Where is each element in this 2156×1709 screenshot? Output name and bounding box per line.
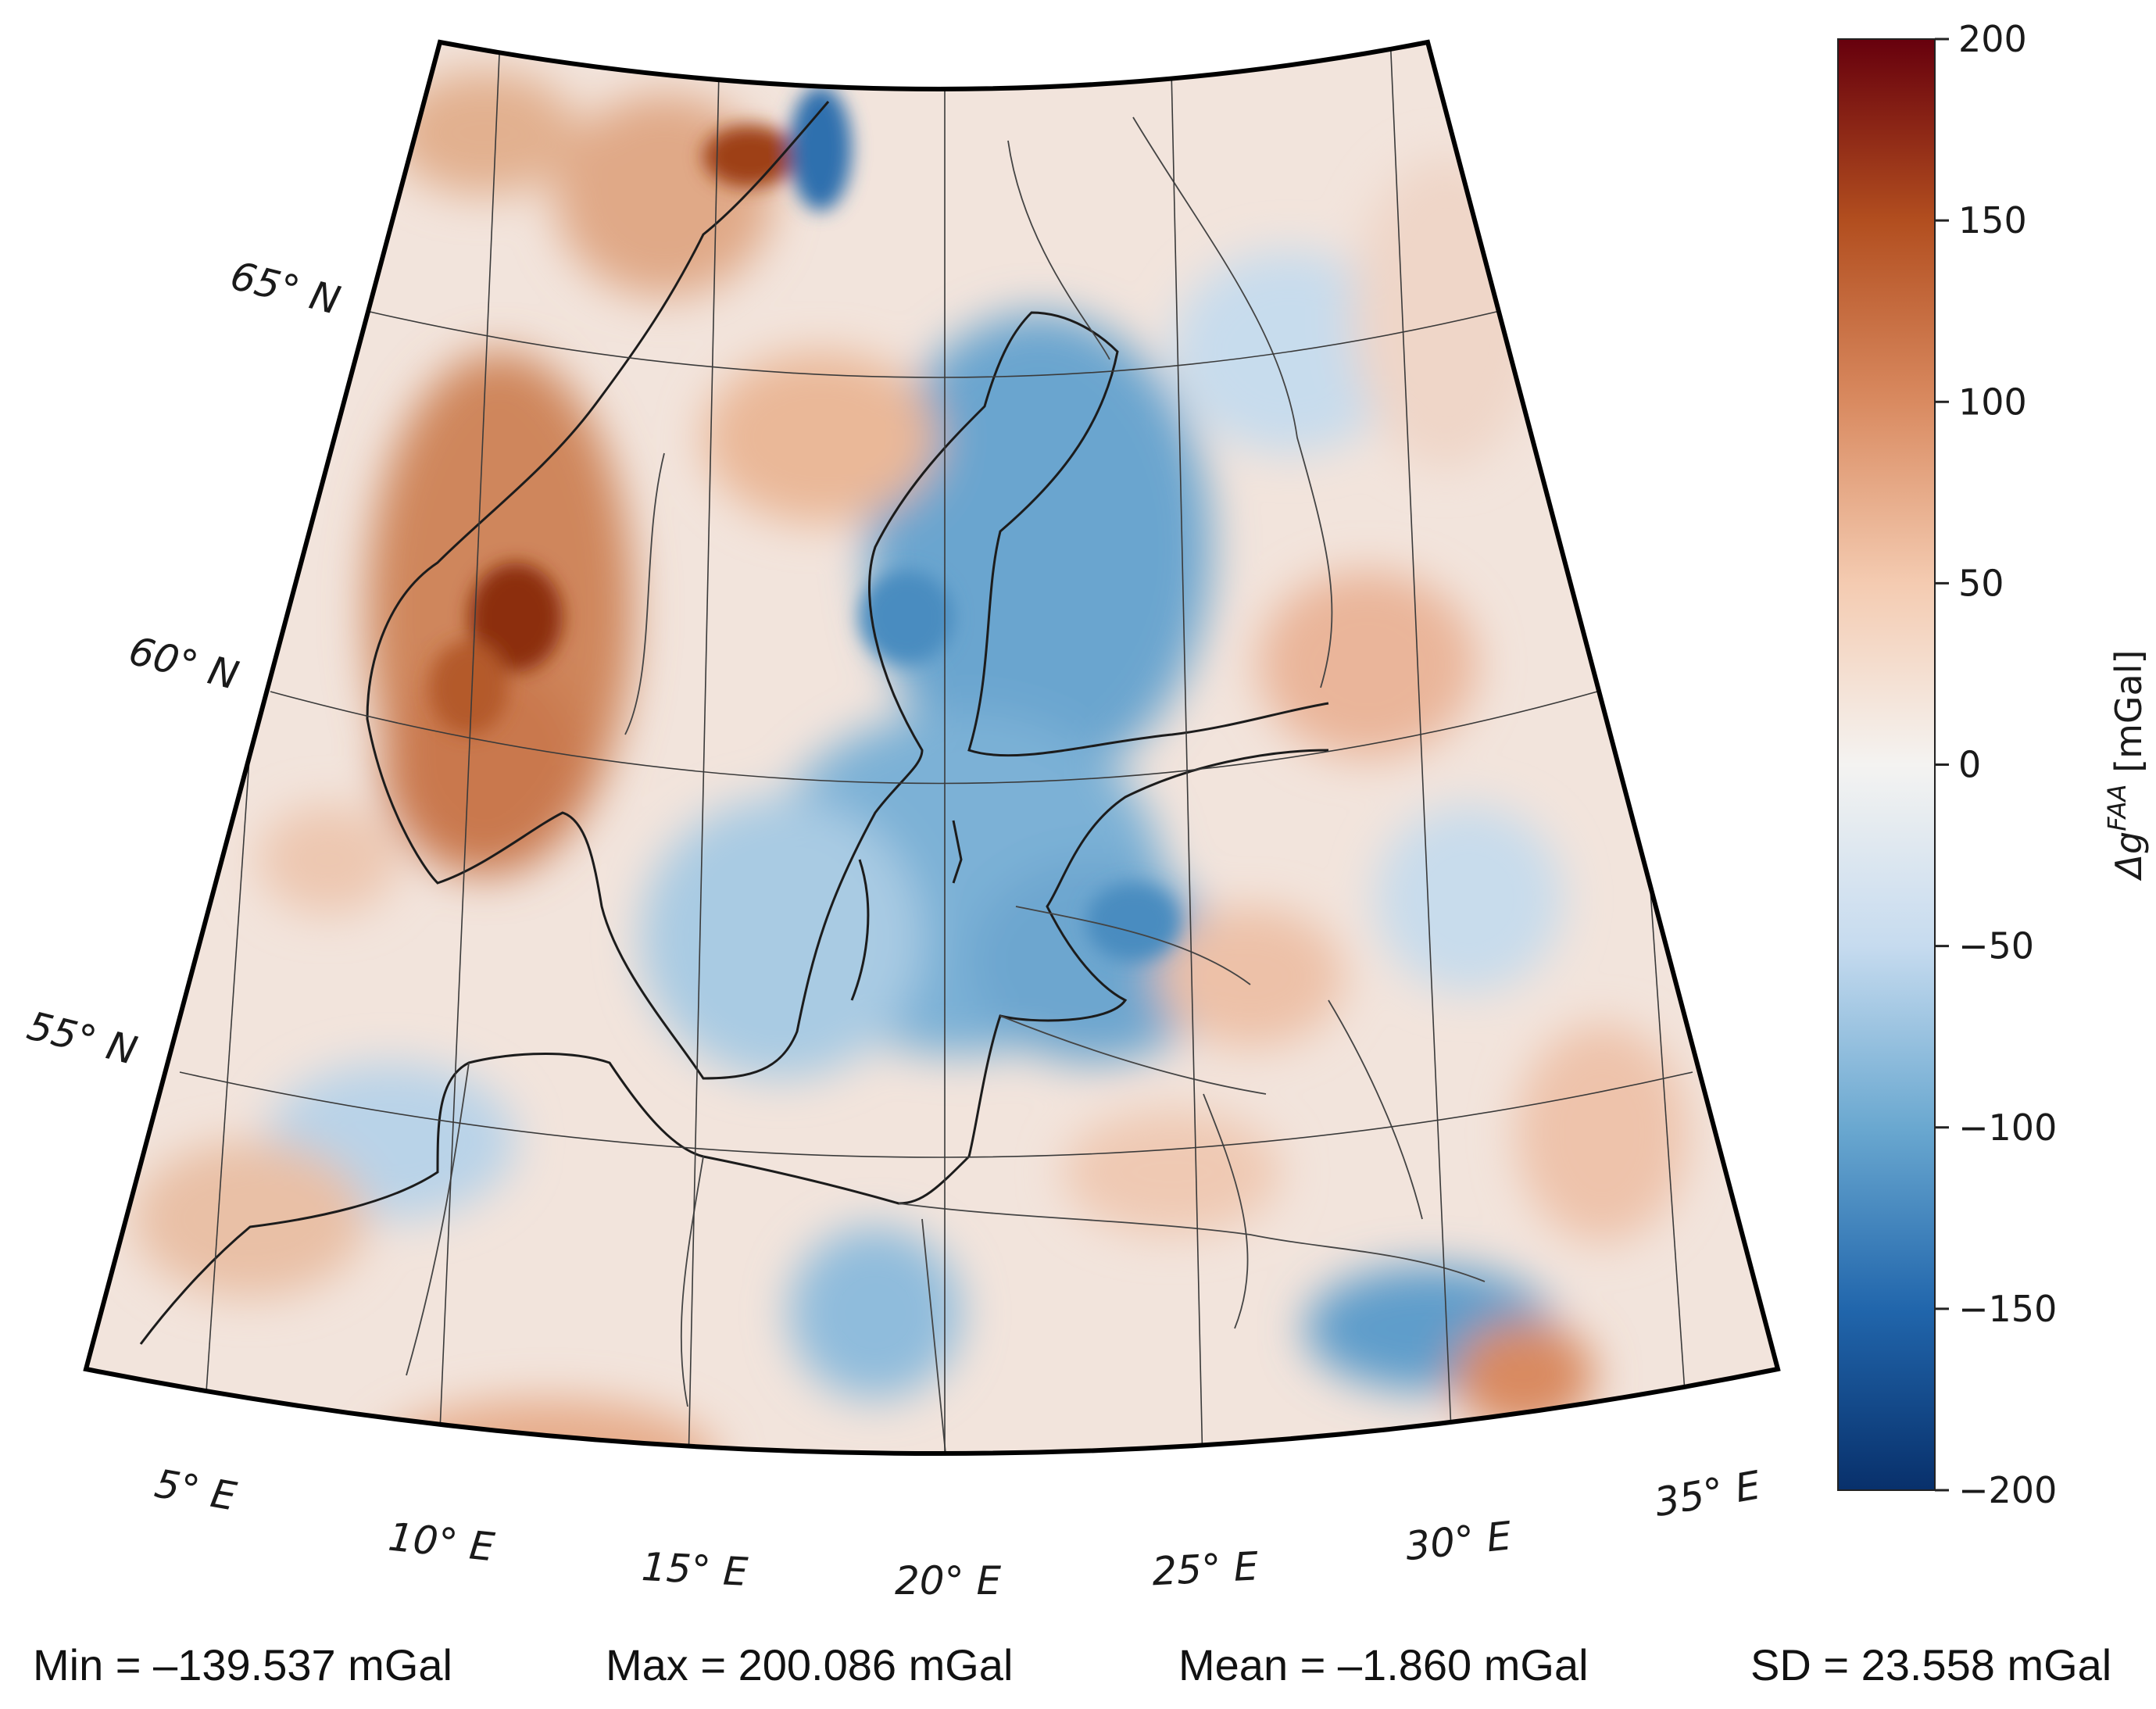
lon-label-10: 10° E [386,1514,497,1570]
stat-min: Min = –139.537 mGal [33,1640,452,1689]
colorbar-tick-label: −150 [1958,1288,2057,1330]
colorbar-tick-label: −100 [1958,1107,2057,1149]
colorbar-tick-label: 200 [1958,18,2027,60]
parallel-55 [179,1071,1693,1158]
meridian-10 [437,42,502,1453]
meridian-25 [1169,42,1204,1453]
country-borders [406,116,1486,1453]
lon-label-5: 5° E [152,1461,240,1519]
colorbar-tick-label: −50 [1958,925,2034,967]
colorbar-tick-label: 150 [1958,199,2027,241]
lat-label-60: 60° N [124,627,243,699]
parallel-60 [270,691,1598,785]
colorbar-ticks: 200 150 100 50 0 −50 −100 −150 −200 [1935,18,2057,1511]
stat-sd: SD = 23.558 mGal [1750,1640,2112,1689]
lat-label-65: 65° N [226,252,345,324]
parallel-65 [366,310,1500,378]
lon-label-15: 15° E [640,1544,749,1595]
colorbar-label: ΔgFAA [mGal] [2102,650,2150,881]
colorbar-tick-label: 100 [1958,381,2027,423]
lon-label-25: 25° E [1151,1543,1260,1594]
colorbar-tick-label: 0 [1958,744,1981,786]
meridian-15 [687,42,721,1453]
lon-label-35: 35° E [1651,1462,1764,1525]
graticule [179,42,1693,1453]
stat-mean: Mean = –1.860 mGal [1178,1640,1589,1689]
meridian-30 [1388,42,1454,1453]
coastlines [139,101,1329,1345]
lat-label-55: 55° N [23,1003,141,1074]
colorbar-tick-label: −200 [1958,1469,2057,1511]
stat-max: Max = 200.086 mGal [606,1640,1014,1689]
colorbar: 200 150 100 50 0 −50 −100 −150 −200 ΔgFAA [mGal] [1837,18,2150,1511]
map-frame [83,39,1781,1456]
colorbar-tick-label: 50 [1958,562,2004,604]
lon-label-20: 20° E [895,1558,1002,1604]
lon-label-30: 30° E [1403,1513,1514,1569]
gravity-anomaly-field [86,42,1778,1453]
colorbar-gradient [1837,38,1936,1491]
